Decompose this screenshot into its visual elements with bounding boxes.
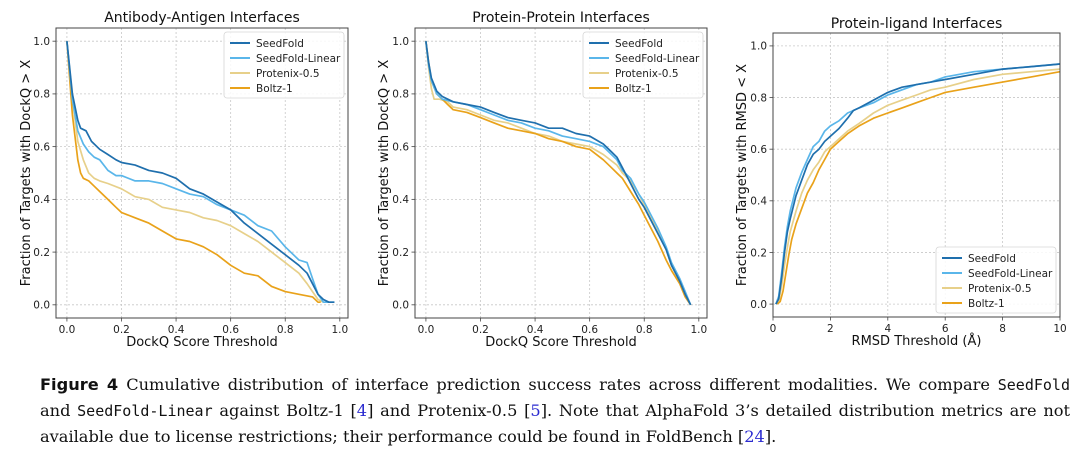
series-line-boltz-1 bbox=[425, 41, 692, 306]
chart-title: Protein-Protein Interfaces bbox=[472, 10, 650, 26]
x-tick-label: 2 bbox=[827, 323, 834, 335]
y-tick-label: 1.0 bbox=[750, 41, 767, 53]
legend-label: SeedFold-Linear bbox=[615, 53, 700, 65]
series-line-boltz-1 bbox=[776, 70, 1061, 305]
caption-text: and bbox=[40, 401, 78, 420]
x-tick-label: 0.4 bbox=[527, 324, 544, 336]
chart-title: Protein-ligand Interfaces bbox=[831, 16, 1003, 32]
x-axis-label: DockQ Score Threshold bbox=[126, 335, 278, 350]
x-tick-label: 0 bbox=[770, 323, 777, 335]
y-tick-label: 0.0 bbox=[750, 299, 767, 311]
axes-frame bbox=[55, 27, 349, 319]
legend-label: SeedFold-Linear bbox=[968, 268, 1053, 280]
series-line-protenix-0-5 bbox=[775, 68, 1061, 305]
x-tick-label: 0.2 bbox=[113, 324, 130, 336]
x-tick-label: 8 bbox=[999, 323, 1006, 335]
series-line-seedfold bbox=[775, 63, 1061, 305]
series-line-seedfold bbox=[66, 41, 335, 304]
caption-text: against Boltz-1 [ bbox=[212, 401, 357, 420]
series-line-seedfold bbox=[425, 41, 692, 306]
figure-label: Figure 4 bbox=[40, 375, 119, 394]
x-tick-label: 4 bbox=[884, 323, 891, 335]
panel-antibody-antigen: 0.0 0.2 0.4 0.6 0.8 1.0 0.0 0.2 0.4 0.6 0.8 1.0 Anti… bbox=[19, 10, 349, 350]
legend: SeedFold SeedFold-Linear Protenix-0.5 Boltz… bbox=[582, 31, 704, 99]
y-tick-label: 1.0 bbox=[33, 36, 50, 48]
x-tick-label: 1.0 bbox=[690, 324, 707, 336]
legend-label: Boltz-1 bbox=[256, 83, 293, 95]
y-axis-label: Fraction of Targets with RMSD < X bbox=[735, 64, 750, 286]
legend-label: SeedFold-Linear bbox=[256, 53, 341, 65]
series-line-protenix-0-5 bbox=[66, 41, 324, 303]
y-tick-label: 0.4 bbox=[33, 194, 50, 206]
axes-frame bbox=[772, 32, 1061, 318]
y-axis-label: Fraction of Targets with DockQ > X bbox=[19, 60, 34, 287]
y-tick-label: 0.4 bbox=[750, 196, 767, 208]
y-tick-label: 0.6 bbox=[33, 141, 50, 153]
x-axis-label: RMSD Threshold (Å) bbox=[852, 333, 982, 349]
legend-label: SeedFold bbox=[615, 38, 663, 50]
legend-label: Boltz-1 bbox=[615, 83, 652, 95]
x-tick-label: 6 bbox=[942, 323, 949, 335]
legend-label: Protenix-0.5 bbox=[615, 68, 679, 80]
y-tick-label: 0.8 bbox=[750, 92, 767, 104]
citation-link[interactable]: 4 bbox=[356, 401, 368, 420]
y-tick-label: 0.6 bbox=[392, 141, 409, 153]
legend-label: Protenix-0.5 bbox=[968, 283, 1032, 295]
x-axis-label: DockQ Score Threshold bbox=[485, 335, 637, 350]
x-tick-label: 0.0 bbox=[59, 324, 76, 336]
y-tick-label: 0.2 bbox=[750, 247, 767, 259]
panel-protein-ligand: 0 2 4 6 8 10 0.0 0.2 0.4 0.6 0.8 1.0 Protein-ligand … bbox=[735, 16, 1067, 349]
x-tick-label: 0.4 bbox=[168, 324, 185, 336]
legend-label: Protenix-0.5 bbox=[256, 68, 320, 80]
x-tick-label: 10 bbox=[1053, 323, 1066, 335]
legend: SeedFold SeedFold-Linear Protenix-0.5 Boltz… bbox=[935, 246, 1057, 314]
y-tick-label: 0.0 bbox=[392, 300, 409, 312]
caption-text: Cumulative distribution of interface pre… bbox=[126, 375, 990, 394]
legend-box bbox=[582, 31, 704, 99]
y-tick-label: 0.2 bbox=[392, 247, 409, 259]
figure-caption: Figure 4 Cumulative distribution of inter… bbox=[40, 372, 1070, 449]
x-tick-label: 1.0 bbox=[331, 324, 348, 336]
citation-link[interactable]: 5 bbox=[530, 401, 541, 420]
chart-title: Antibody-Antigen Interfaces bbox=[104, 10, 300, 26]
axes-frame bbox=[414, 27, 708, 319]
y-tick-label: 0.2 bbox=[33, 247, 50, 259]
y-tick-label: 0.8 bbox=[33, 89, 50, 101]
series-line-seedfold-linear bbox=[66, 41, 335, 304]
model-name-seedfold: SeedFold bbox=[997, 376, 1070, 394]
legend-box bbox=[935, 246, 1057, 314]
y-tick-label: 0.6 bbox=[750, 144, 767, 156]
panel-protein-protein: 0.0 0.2 0.4 0.6 0.8 1.0 0.0 0.2 0.4 0.6 0.8 1.0 Prot… bbox=[377, 10, 708, 350]
x-tick-label: 0.0 bbox=[418, 324, 435, 336]
x-tick-label: 0.6 bbox=[581, 324, 598, 336]
legend-label: Boltz-1 bbox=[968, 298, 1005, 310]
x-tick-label: 0.2 bbox=[472, 324, 489, 336]
caption-text: ] and Protenix-0.5 [ bbox=[367, 401, 531, 420]
legend-box bbox=[223, 31, 345, 99]
series-line-seedfold-linear bbox=[425, 41, 692, 306]
series-line-boltz-1 bbox=[66, 41, 321, 304]
y-axis-label: Fraction of Targets with DockQ > X bbox=[377, 60, 392, 287]
x-tick-label: 0.8 bbox=[277, 324, 294, 336]
series-line-seedfold-linear bbox=[775, 63, 1061, 305]
caption-text: ]. bbox=[764, 427, 777, 446]
y-tick-label: 0.0 bbox=[33, 300, 50, 312]
y-tick-label: 1.0 bbox=[392, 36, 409, 48]
x-tick-label: 0.6 bbox=[222, 324, 239, 336]
citation-link[interactable]: 24 bbox=[744, 427, 765, 446]
model-name-seedfold-linear: SeedFold-Linear bbox=[77, 402, 213, 420]
y-tick-label: 0.4 bbox=[392, 194, 409, 206]
legend: SeedFold SeedFold-Linear Protenix-0.5 Boltz… bbox=[223, 31, 345, 99]
caption-text: ]. Note that AlphaFold 3’s detailed dist… bbox=[40, 401, 1070, 446]
legend-label: SeedFold bbox=[968, 253, 1016, 265]
y-tick-label: 0.8 bbox=[392, 89, 409, 101]
figure: 0.0 0.2 0.4 0.6 0.8 1.0 0.0 0.2 0.4 0.6 0.8 1.0 Anti… bbox=[19, 10, 1067, 350]
legend-label: SeedFold bbox=[256, 38, 304, 50]
x-tick-label: 0.8 bbox=[636, 324, 653, 336]
